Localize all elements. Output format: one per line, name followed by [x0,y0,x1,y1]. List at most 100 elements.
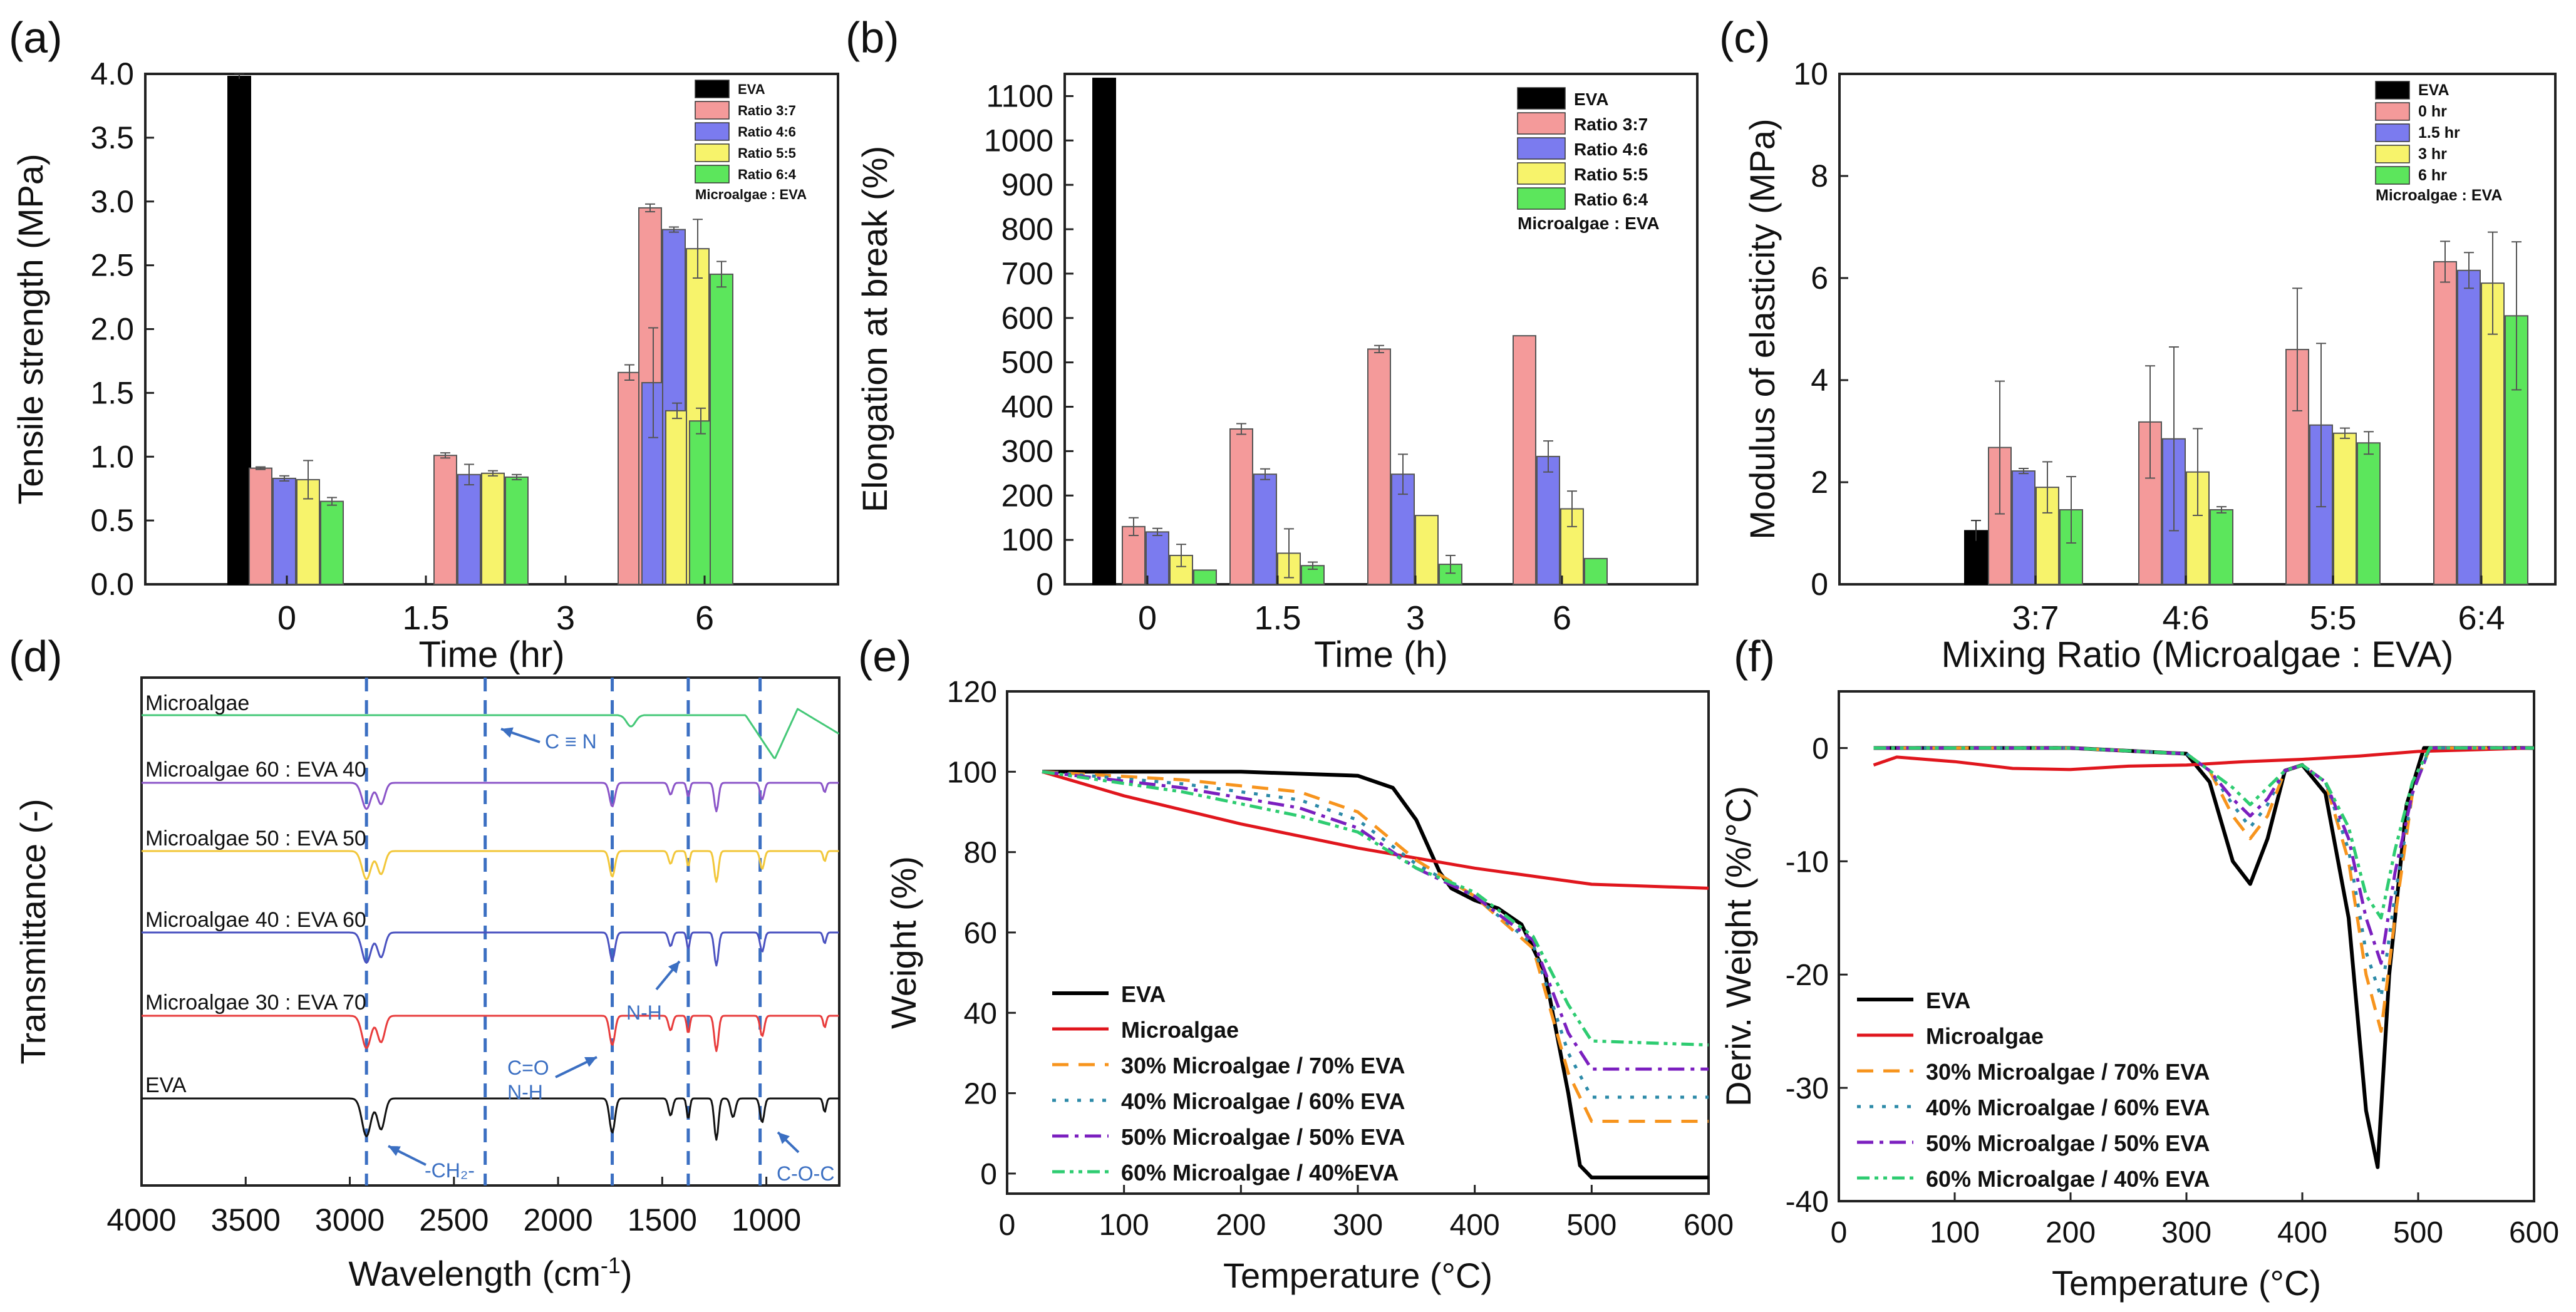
bar-c-s1-c3 [2457,269,2481,585]
annotation-label: N-H [626,1001,662,1024]
annotation-arrow-head [501,727,514,738]
legend-note: Microalgae : EVA [1518,214,1660,233]
bar-a-s3-c0 [320,500,344,585]
bar-b-s0-c3 [1513,335,1536,585]
y-tick-label: 0 [1812,732,1829,765]
y-tick-label: 700 [1001,256,1053,291]
y-tick-label: 40 [964,997,997,1030]
legend-label: Ratio 6:4 [738,167,797,182]
ftir-spectrum-0 [142,708,840,759]
x-tick-label: 0 [277,599,296,637]
plot-frame [1006,690,1710,1195]
legend-label: Microalgae [1926,1023,2044,1049]
y-tick-label: 60 [964,917,997,950]
bar-a-s0-c0 [249,467,272,586]
y-tick-label: 600 [1001,301,1053,336]
legend-swatch [695,122,730,141]
x-axis-title: Wavelength (cm-1) [348,1253,632,1294]
legend-label: Ratio 4:6 [1574,140,1648,159]
x-tick-label: 300 [1333,1209,1383,1242]
y-tick-label: -40 [1786,1185,1829,1219]
series-line-1 [1042,770,1709,890]
y-tick-label: 10 [1793,56,1828,91]
y-tick-label: 1000 [984,123,1053,158]
legend-swatch [1517,137,1566,160]
x-axis-title: Temperature (°C) [1223,1256,1492,1295]
y-tick-label: 800 [1001,212,1053,247]
y-tick-label: 900 [1001,167,1053,202]
legend-swatch [2375,81,2410,100]
x-tick-label: 1.5 [1254,599,1301,637]
panel-label: (a) [9,13,63,62]
x-tick-label: 6 [695,599,714,637]
x-tick-label: 200 [2046,1216,2096,1249]
y-tick-label: 1100 [986,78,1053,113]
legend-label: 40% Microalgae / 60% EVA [1121,1088,1405,1114]
y-tick-label: 80 [964,837,997,870]
x-tick-label: 5:5 [2309,599,2356,637]
series-line-2 [1042,770,1709,1123]
spectrum-label: Microalgae 60 : EVA 40 [145,758,366,782]
legend-label: EVA [1121,981,1166,1007]
y-tick-label: 400 [1001,390,1053,425]
legend-label: EVA [2418,81,2449,99]
x-tick-label: 2500 [419,1202,489,1237]
bar-a-s0-c2 [618,371,641,586]
bar-eva [227,76,251,585]
series-line-3 [1042,770,1709,1099]
bar-b-s3-c3 [1584,557,1608,585]
series-line-3 [1873,746,2534,999]
y-tick-label: 100 [947,756,997,789]
y-tick-label: -20 [1786,959,1829,992]
x-tick-label: 1500 [628,1202,697,1237]
x-tick-label: 600 [1684,1209,1734,1242]
bar-b-s2-c2 [1415,515,1439,585]
y-tick-label: 4.0 [90,56,134,91]
y-tick-label: 200 [1001,478,1053,513]
bar-a-s3-c1 [505,476,529,585]
legend-label: 3 hr [2418,145,2447,163]
legend-label: Ratio 3:7 [738,103,796,118]
y-tick-label: 1.5 [90,375,134,410]
y-tick-label: 2.0 [90,312,134,347]
legend-label: 1.5 hr [2418,124,2460,142]
legend-label: Ratio 4:6 [738,124,796,140]
legend-note: Microalgae : EVA [2376,187,2502,204]
x-tick-label: 2000 [523,1202,592,1237]
legend-label: 40% Microalgae / 60% EVA [1926,1095,2210,1120]
bar-a-s2-c1 [481,472,505,585]
y-tick-label: 0 [980,1158,997,1191]
bar-a-s3-c2 [689,420,713,585]
spectrum-label: Microalgae 50 : EVA 50 [145,827,366,850]
panel-label: (f) [1734,632,1775,681]
y-tick-label: 0 [1036,567,1053,602]
x-tick-label: 0 [1138,599,1157,637]
legend-label: EVA [738,81,765,97]
y-tick-label: 3.5 [90,120,134,155]
y-tick-label: 120 [947,676,997,709]
y-tick-label: 6 [1811,261,1828,296]
legend-label: 60% Microalgae / 40% EVA [1926,1166,2210,1192]
spectrum-label: Microalgae 40 : EVA 60 [145,908,366,932]
series-line-4 [1042,770,1709,1071]
y-tick-label: 2.5 [90,248,134,283]
ftir-spectrum-4 [142,1015,839,1052]
y-axis-title: Elongation at break (%) [855,146,894,512]
bar-a-s1-c1 [457,473,481,586]
legend-label: 60% Microalgae / 40%EVA [1121,1160,1399,1185]
legend-swatch [1517,87,1566,110]
panel-label: (b) [846,13,899,62]
bar-b-s1-c1 [1253,473,1277,585]
annotation-arrow-head [584,1057,597,1067]
legend-label: 30% Microalgae / 70% EVA [1926,1059,2210,1085]
y-tick-label: -30 [1786,1072,1829,1105]
annotation-arrow-head [388,1146,401,1156]
y-tick-label: 0.5 [90,503,134,538]
bar-c-s3-c1 [2210,509,2233,586]
annotation-arrow-head [778,1132,790,1144]
panel-label: (e) [858,632,912,681]
legend-swatch [695,165,730,183]
legend-swatch [1517,112,1566,135]
x-tick-label: 100 [1099,1209,1149,1242]
